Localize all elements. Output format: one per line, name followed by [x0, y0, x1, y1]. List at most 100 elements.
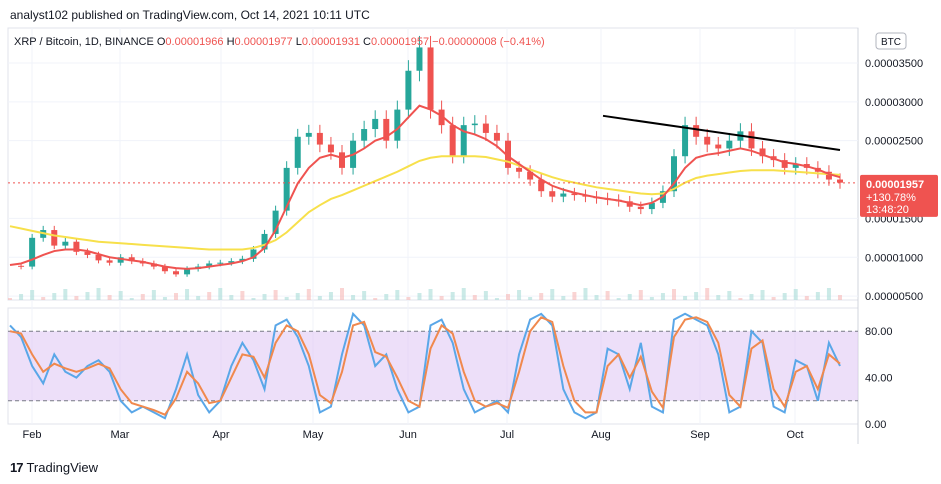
volume-bar — [406, 297, 411, 300]
ma-slow-line — [9, 155, 841, 251]
price-tag-countdown: 13:48:20 — [866, 204, 909, 216]
volume-bar — [694, 292, 699, 300]
candle-body — [549, 191, 556, 197]
volume-bar — [229, 295, 234, 300]
candle-body — [239, 258, 246, 262]
candle-body — [792, 164, 799, 168]
volume-bar — [30, 290, 35, 300]
volume-bar — [373, 298, 378, 300]
volume-bar — [196, 296, 201, 300]
volume-bar — [218, 288, 223, 300]
candle-body — [482, 123, 489, 133]
candle-body — [748, 131, 755, 149]
time-tick-label: Oct — [786, 429, 803, 441]
candle-body — [305, 132, 312, 137]
volume-bar — [52, 293, 57, 300]
volume-bar — [804, 296, 809, 300]
volume-bar — [539, 293, 544, 300]
candle-body — [117, 257, 124, 263]
volume-bar — [384, 294, 389, 300]
candle-body — [715, 144, 722, 149]
candle-body — [383, 118, 390, 141]
publish-info: analyst102 published on TradingView.com,… — [10, 8, 370, 22]
volume-bar — [528, 297, 533, 300]
candle-body — [427, 47, 434, 110]
tradingview-footer[interactable]: 17 TradingView — [10, 460, 98, 475]
candle-body — [394, 109, 401, 141]
stoch-tick-label: 40.00 — [865, 373, 893, 385]
volume-bar — [262, 294, 267, 300]
volume-bar — [185, 289, 190, 300]
volume-bar — [306, 289, 311, 300]
volume-bar — [627, 294, 632, 300]
candle-body — [516, 167, 523, 172]
time-tick-label: May — [303, 429, 324, 441]
symbol-legend[interactable]: XRP / Bitcoin, 1D, BINANCE O0.00001966 H… — [14, 36, 545, 48]
candle-body — [51, 230, 58, 246]
candle-body — [250, 249, 257, 259]
candle-body — [571, 193, 578, 196]
candle-body — [416, 47, 423, 71]
candle-body — [538, 179, 545, 192]
volume-bar — [140, 294, 145, 300]
candle-body — [759, 148, 766, 157]
stoch-k-line — [9, 311, 841, 420]
candle-body — [781, 160, 788, 168]
candle-body — [460, 125, 467, 157]
candle-body — [726, 140, 733, 149]
volume-bar — [561, 296, 566, 300]
volume-bar — [506, 294, 510, 300]
price-tick-label: 0.00003000 — [865, 97, 923, 109]
volume-bar — [771, 297, 776, 300]
price-tick-label: 0.00001000 — [865, 252, 923, 264]
volume-bar — [162, 297, 167, 300]
candle-body — [626, 201, 633, 207]
volume-bar — [838, 295, 842, 300]
candle-body — [106, 260, 113, 263]
candle-body — [294, 136, 301, 168]
candle-body — [637, 206, 644, 210]
volume-bar — [517, 290, 522, 300]
volume-bar — [550, 289, 555, 300]
volume-bar — [660, 293, 665, 300]
volume-bar — [616, 298, 621, 300]
volume-bar — [8, 298, 12, 300]
candle-body — [272, 210, 279, 234]
candle-body — [217, 262, 224, 264]
stoch-d-line — [9, 316, 841, 416]
volume-bar — [63, 289, 68, 300]
candle-body — [73, 241, 80, 252]
volume-bar — [129, 298, 134, 300]
candle-body — [527, 171, 534, 180]
candle-body — [316, 132, 323, 145]
candle-body — [471, 123, 478, 126]
volume-bar — [317, 296, 322, 300]
candle-body — [449, 125, 456, 157]
volume-bar — [815, 292, 820, 300]
candle-body — [261, 233, 268, 250]
candle-body — [62, 241, 69, 246]
volume-bar — [683, 296, 688, 300]
volume-bar — [760, 290, 765, 300]
candle-body — [837, 179, 843, 183]
candle-body — [505, 140, 511, 168]
price-tag-value: 0.00001957 — [866, 179, 924, 191]
volume-bar — [594, 295, 599, 300]
candle-body — [173, 271, 179, 275]
candle-body — [405, 70, 412, 110]
volume-bar — [207, 292, 212, 300]
volume-bar — [450, 292, 455, 300]
ma-fast-line — [9, 104, 841, 270]
candle-body — [560, 193, 567, 197]
price-tag-change: +130.78% — [866, 192, 916, 204]
candle-body — [161, 266, 168, 272]
volume-bar — [295, 293, 300, 300]
candle-body — [128, 257, 135, 262]
candle-body — [825, 171, 832, 180]
candle-body — [704, 136, 711, 145]
price-tick-label: 0.00002500 — [865, 136, 923, 148]
candle-body — [206, 263, 213, 267]
volume-bar — [472, 295, 477, 300]
volume-bar — [738, 298, 743, 300]
